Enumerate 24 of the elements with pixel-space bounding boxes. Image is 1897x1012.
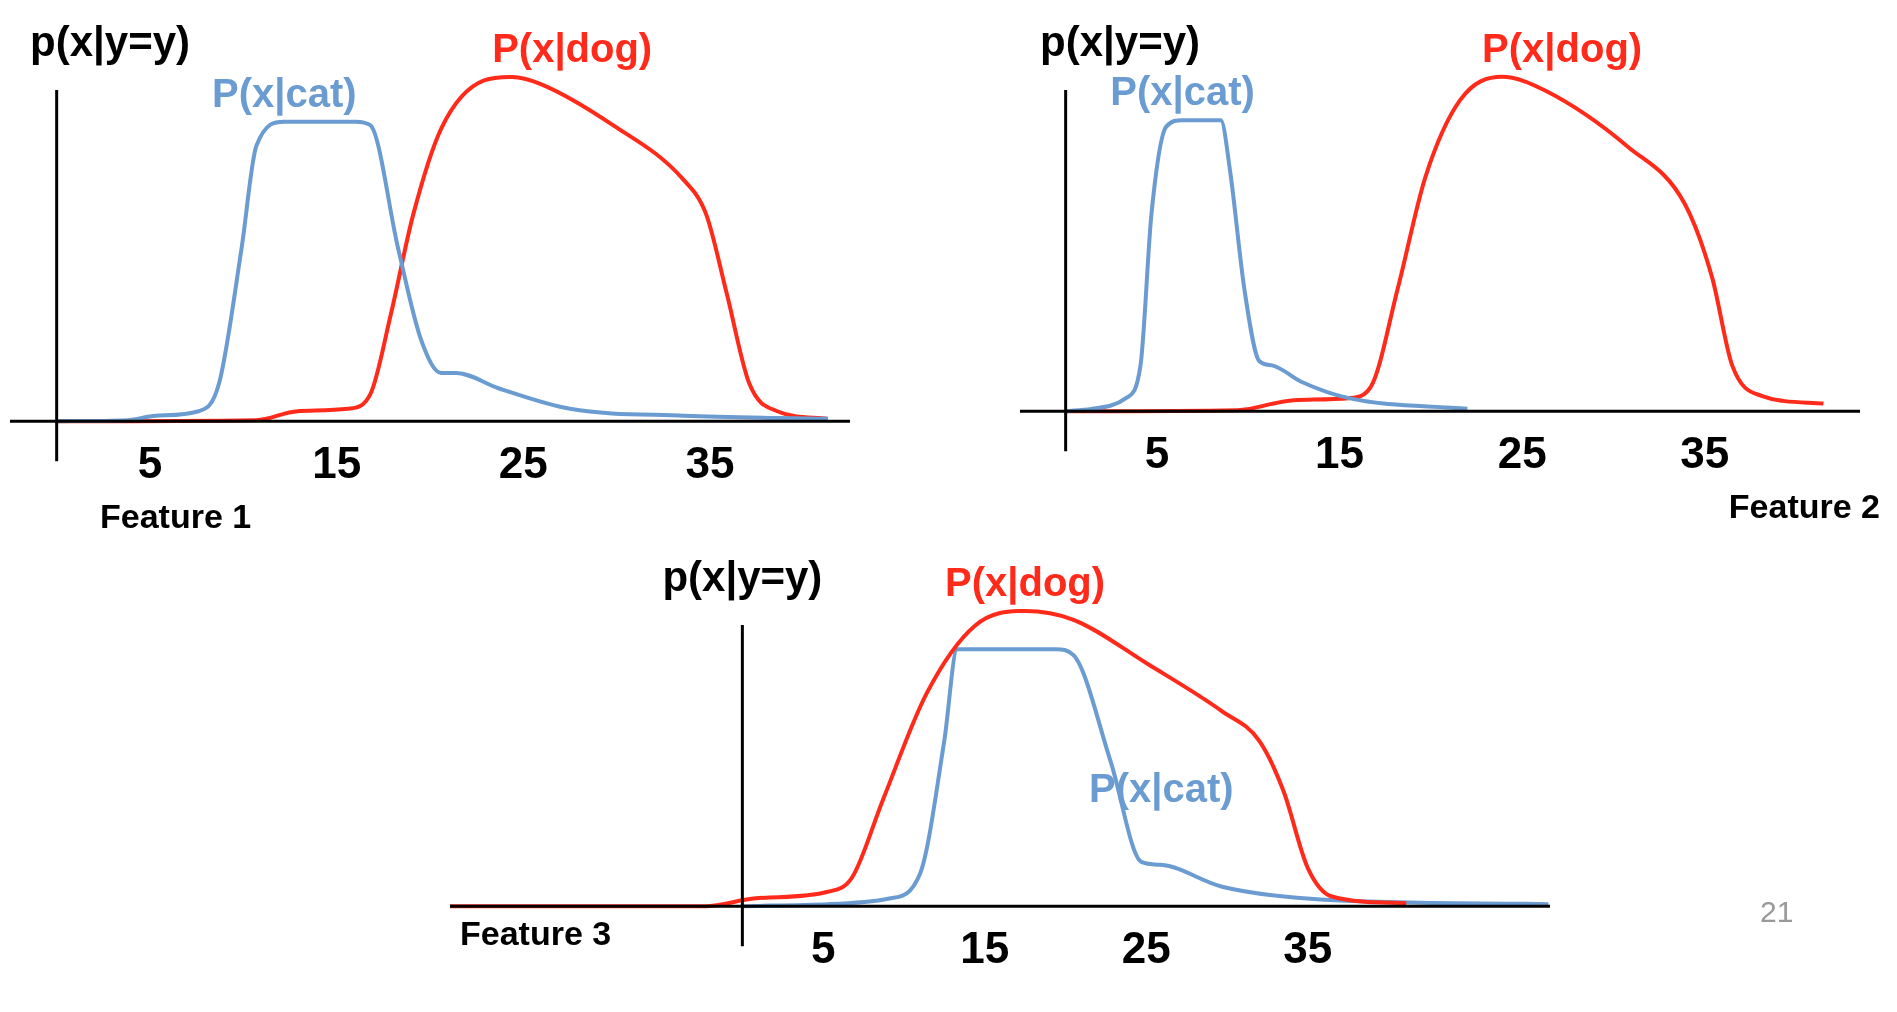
y-axis-title: p(x|y=y): [662, 552, 823, 601]
y-axis-title: p(x|y=y): [30, 17, 190, 66]
x-tick-label: 25: [498, 437, 548, 487]
text: 21: [1760, 895, 1794, 929]
x-tick-label: 35: [685, 437, 735, 487]
series-label: P(x|dog): [1482, 25, 1643, 71]
x-tick-label: 35: [1680, 427, 1730, 477]
x-tick-label: 5: [1144, 427, 1170, 477]
y-axis-title: p(x|y=y): [1040, 17, 1200, 66]
x-tick-label: 25: [1121, 922, 1171, 972]
series-label: P(x|dog): [945, 559, 1106, 605]
x-tick-label: 25: [1497, 427, 1547, 477]
series-label: P(x|cat): [1110, 69, 1255, 115]
x-tick-label: 15: [960, 922, 1010, 972]
x-axis-title: Feature 2: [1728, 486, 1881, 525]
x-tick-label: 5: [810, 922, 836, 972]
x-tick-label: 5: [137, 437, 163, 487]
x-tick-label: 15: [312, 437, 362, 487]
x-tick-label: 35: [1283, 922, 1333, 972]
x-axis-title: Feature 1: [100, 496, 252, 535]
series-label: P(x|dog): [492, 25, 653, 71]
x-axis-title: Feature 3: [460, 913, 612, 952]
series-label: P(x|cat): [212, 70, 357, 116]
x-tick-label: 15: [1315, 427, 1365, 477]
